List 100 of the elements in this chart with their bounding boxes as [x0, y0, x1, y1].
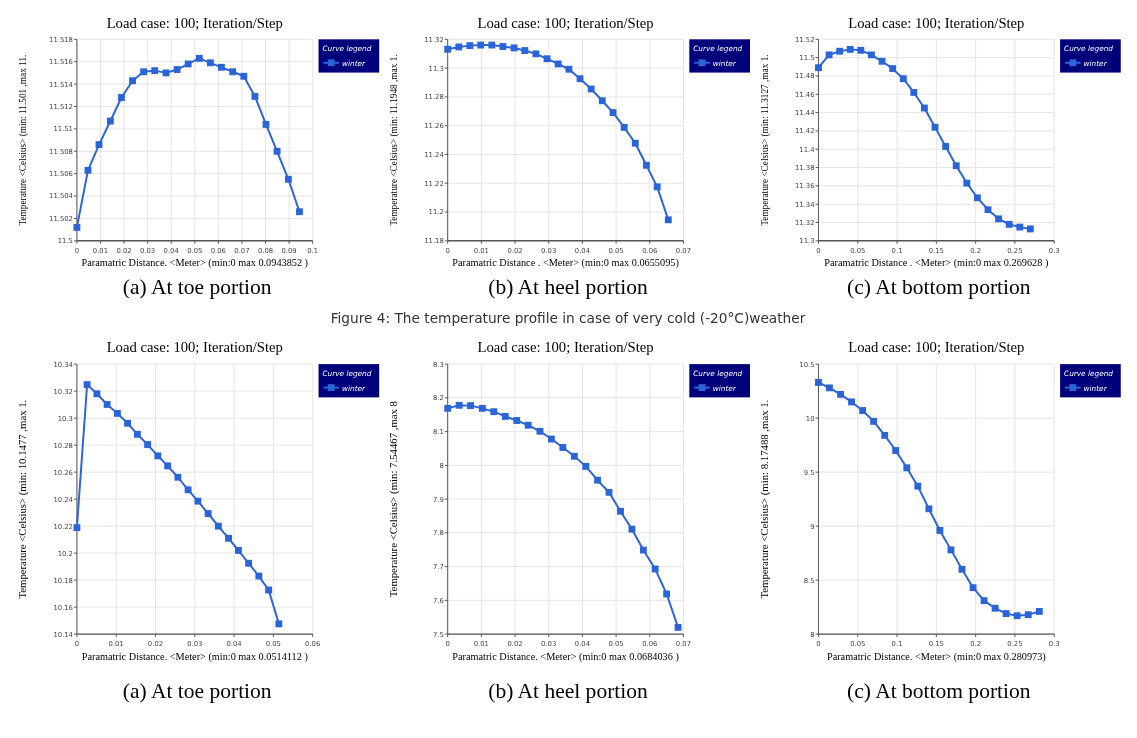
point	[857, 46, 865, 54]
point	[144, 441, 152, 448]
y-axis-title: Temperature <Celsius> (min: 7.54467 ,max 8	[386, 401, 400, 598]
point	[642, 161, 650, 169]
point	[1035, 608, 1043, 615]
point	[910, 89, 918, 96]
point	[184, 486, 192, 494]
point	[837, 390, 844, 398]
point	[892, 447, 900, 454]
point	[903, 464, 911, 472]
point	[195, 54, 203, 62]
x-axis-title: Paramatric Distance . <Meter> (min:0 max 0.0655095)	[452, 257, 679, 270]
point	[995, 215, 1003, 223]
chart-title: Load case: 100; Iteration/Step	[477, 14, 654, 31]
point	[173, 66, 181, 73]
y-axis-title: Temperature <Celsius> (min: 8.17488 ,max 1.	[757, 399, 771, 599]
chart-title: Load case: 100; Iteration/Step	[477, 339, 654, 356]
point	[620, 123, 628, 131]
point	[836, 47, 844, 55]
point	[225, 534, 232, 542]
y-axis-title: Temperature <Celsius> (min: 11.501 ,max 11.	[18, 54, 30, 226]
point	[444, 45, 452, 53]
point	[628, 525, 636, 533]
point	[1013, 612, 1021, 620]
point	[444, 404, 452, 412]
text: (b) At heel portion	[488, 274, 649, 299]
point	[914, 482, 922, 490]
point	[296, 208, 303, 216]
point	[251, 92, 259, 100]
point	[859, 407, 867, 414]
point	[899, 75, 907, 83]
point	[140, 68, 148, 76]
point	[513, 417, 521, 424]
point	[478, 404, 486, 412]
point	[559, 444, 567, 451]
point	[639, 546, 647, 554]
point	[582, 462, 590, 470]
caption: Figure 4: The temperature profile in case of very cold (-20°C)weather	[330, 310, 806, 327]
point	[1016, 223, 1024, 231]
point	[594, 476, 601, 484]
point	[245, 559, 253, 567]
point	[524, 421, 532, 429]
point	[466, 42, 474, 50]
point	[973, 194, 981, 202]
point	[936, 527, 944, 534]
point	[631, 139, 639, 147]
point	[206, 59, 214, 67]
point	[151, 67, 159, 75]
point	[133, 430, 141, 438]
point	[103, 401, 111, 408]
point	[570, 452, 578, 460]
point	[925, 505, 933, 513]
point	[83, 381, 91, 389]
text: (c) At bottom portion	[847, 678, 1031, 703]
point	[73, 524, 81, 532]
point	[991, 604, 999, 612]
x-axis-title: Paramatric Distance. <Meter> (min:0 max 0.0684036 )	[452, 650, 679, 663]
point	[815, 64, 822, 72]
x-axis-title: Paramatric Distance. <Meter> (min:0 max 0.0943852 )	[81, 257, 309, 270]
point	[881, 431, 889, 439]
point	[284, 175, 292, 183]
text: (c) At bottom portion	[847, 274, 1031, 299]
point	[598, 97, 606, 105]
point	[113, 409, 121, 417]
point	[554, 60, 562, 68]
point	[229, 68, 237, 76]
point	[1002, 610, 1010, 618]
x-axis-title: Paramatric Distance . <Meter> (min:0 max 0.269628 )	[824, 257, 1049, 270]
y-axis-title: Temperature <Celsius> (min: 10.1477 ,max 1.	[16, 399, 30, 599]
chart-title: Load case: 100; Iteration/Step	[848, 14, 1025, 31]
x-axis-title: Paramatric Distance. <Meter> (min:0 max 0.280973)	[826, 650, 1046, 663]
point	[815, 379, 822, 386]
point	[124, 419, 132, 427]
point	[164, 462, 172, 470]
point	[870, 417, 878, 425]
point	[617, 507, 624, 515]
point	[846, 45, 854, 53]
point	[204, 510, 212, 517]
x-axis-title: Paramatric Distance. <Meter> (min:0 max 0.0514112 )	[81, 650, 308, 663]
y-axis-title: Temperature <Celsius> (min: 11.1948 ,max 1.	[388, 54, 400, 226]
point	[275, 620, 283, 628]
point	[154, 452, 162, 460]
y-axis-title: Temperature <Celsius> (min: 11.3127 ,max 1.	[759, 54, 771, 226]
text: (a) At toe portion	[122, 678, 272, 703]
point	[174, 473, 182, 481]
point	[240, 72, 248, 80]
chart-title: Load case: 100; Iteration/Step	[106, 14, 283, 31]
point	[455, 401, 463, 409]
point	[889, 65, 897, 73]
point	[848, 398, 855, 406]
point	[118, 94, 125, 101]
point	[499, 43, 507, 50]
point	[942, 143, 950, 150]
point	[952, 162, 960, 170]
point	[653, 183, 661, 191]
text: (a) At toe portion	[122, 274, 272, 299]
point	[664, 216, 672, 224]
point	[490, 408, 498, 416]
point	[1024, 611, 1032, 619]
point	[467, 402, 475, 410]
